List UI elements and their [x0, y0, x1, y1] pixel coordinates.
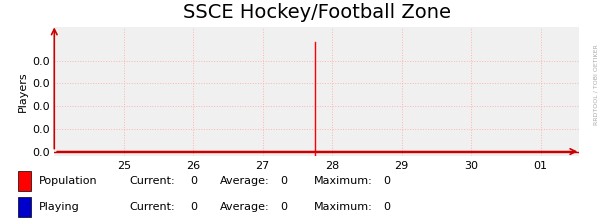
Text: Average:: Average:: [220, 202, 270, 212]
Title: SSCE Hockey/Football Zone: SSCE Hockey/Football Zone: [183, 3, 450, 23]
Text: Population: Population: [39, 176, 98, 186]
Text: Playing: Playing: [39, 202, 80, 212]
Y-axis label: Players: Players: [17, 71, 28, 112]
Text: 0: 0: [190, 202, 197, 212]
Text: Current:: Current:: [130, 202, 175, 212]
Text: 0: 0: [190, 176, 197, 186]
Text: Current:: Current:: [130, 176, 175, 186]
Text: 0: 0: [383, 176, 390, 186]
Text: Average:: Average:: [220, 176, 270, 186]
Text: Maximum:: Maximum:: [314, 202, 372, 212]
Text: 0: 0: [280, 202, 288, 212]
Text: 0: 0: [280, 176, 288, 186]
Text: Maximum:: Maximum:: [314, 176, 372, 186]
Text: RRDTOOL / TOBI OETIKER: RRDTOOL / TOBI OETIKER: [594, 44, 599, 125]
Text: 0: 0: [383, 202, 390, 212]
